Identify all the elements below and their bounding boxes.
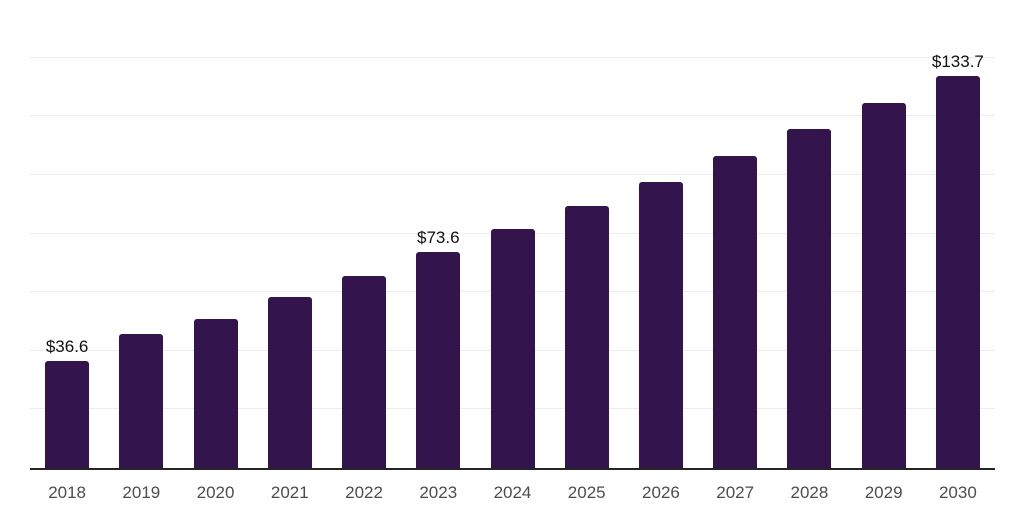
bar-2023 — [416, 252, 461, 468]
data-label-2023: $73.6 — [416, 228, 460, 248]
x-tick-label-2024: 2024 — [493, 483, 532, 502]
bar-2022 — [342, 276, 387, 468]
x-tick-label-2030: 2030 — [938, 483, 977, 502]
bar-2019 — [119, 333, 164, 468]
x-tick-label-2018: 2018 — [48, 483, 87, 502]
bar-2027 — [713, 156, 758, 468]
x-tick-label-2022: 2022 — [345, 483, 383, 502]
plot-area: $36.6 $73.6 $133.7 — [30, 0, 995, 470]
bar-2030 — [935, 76, 980, 468]
gridline-120 — [30, 115, 995, 117]
bar-2026 — [638, 181, 683, 468]
data-label-2030: $133.7 — [931, 52, 984, 72]
x-tick-label-2023: 2023 — [419, 483, 458, 502]
bar-2020 — [193, 318, 238, 468]
x-tick-label-2021: 2021 — [270, 483, 309, 502]
gridline-140 — [30, 56, 995, 58]
x-tick-label-2025: 2025 — [567, 483, 606, 502]
bar-2024 — [490, 229, 535, 468]
bar-2025 — [564, 205, 609, 468]
gridline-100 — [30, 173, 995, 175]
x-tick-label-2027: 2027 — [716, 483, 755, 502]
bar-2029 — [861, 102, 906, 468]
x-tick-label-2020: 2020 — [196, 483, 235, 502]
x-tick-label-2029: 2029 — [864, 483, 903, 502]
bar-2028 — [787, 129, 832, 468]
bar-2018 — [45, 360, 90, 468]
x-tick-label-2028: 2028 — [790, 483, 829, 502]
x-tick-label-2026: 2026 — [642, 483, 680, 502]
bar-2021 — [267, 297, 312, 468]
x-tick-label-2019: 2019 — [122, 483, 161, 502]
data-label-2018: $36.6 — [45, 336, 89, 356]
